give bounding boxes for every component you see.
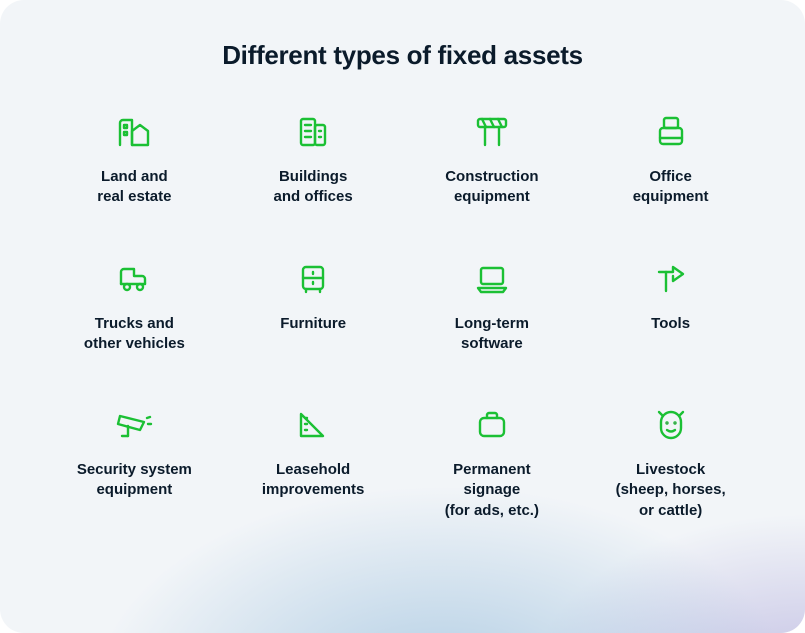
asset-land-real-estate: Land and real estate	[50, 109, 219, 208]
land-real-estate-icon	[112, 109, 156, 153]
tools-icon	[649, 256, 693, 300]
asset-security-system: Security system equipment	[50, 402, 219, 521]
asset-trucks-vehicles: Trucks and other vehicles	[50, 256, 219, 355]
livestock-icon	[649, 402, 693, 446]
asset-label: Trucks and other vehicles	[84, 314, 185, 355]
leasehold-improvements-icon	[291, 402, 335, 446]
asset-label: Livestock (sheep, horses, or cattle)	[616, 460, 726, 521]
asset-label: Buildings and offices	[274, 167, 353, 208]
construction-equipment-icon	[470, 109, 514, 153]
asset-buildings-offices: Buildings and offices	[229, 109, 398, 208]
asset-tools: Tools	[586, 256, 755, 355]
office-equipment-icon	[649, 109, 693, 153]
security-system-icon	[112, 402, 156, 446]
asset-label: Construction equipment	[445, 167, 538, 208]
asset-office-equipment: Office equipment	[586, 109, 755, 208]
asset-label: Furniture	[280, 314, 346, 334]
asset-label: Leasehold improvements	[262, 460, 365, 501]
asset-livestock: Livestock (sheep, horses, or cattle)	[586, 402, 755, 521]
asset-label: Tools	[651, 314, 690, 334]
furniture-icon	[291, 256, 335, 300]
asset-label: Permanent signage (for ads, etc.)	[445, 460, 539, 521]
asset-grid: Land and real estate Buildings and offic…	[50, 109, 755, 521]
permanent-signage-icon	[470, 402, 514, 446]
asset-furniture: Furniture	[229, 256, 398, 355]
asset-label: Security system equipment	[77, 460, 192, 501]
asset-construction-equipment: Construction equipment	[408, 109, 577, 208]
asset-permanent-signage: Permanent signage (for ads, etc.)	[408, 402, 577, 521]
asset-label: Land and real estate	[97, 167, 171, 208]
page-title: Different types of fixed assets	[50, 40, 755, 71]
buildings-offices-icon	[291, 109, 335, 153]
asset-label: Long-term software	[455, 314, 529, 355]
asset-leasehold-improvements: Leasehold improvements	[229, 402, 398, 521]
asset-software: Long-term software	[408, 256, 577, 355]
infographic-card: Different types of fixed assets Land and…	[0, 0, 805, 633]
trucks-vehicles-icon	[112, 256, 156, 300]
asset-label: Office equipment	[633, 167, 709, 208]
software-icon	[470, 256, 514, 300]
